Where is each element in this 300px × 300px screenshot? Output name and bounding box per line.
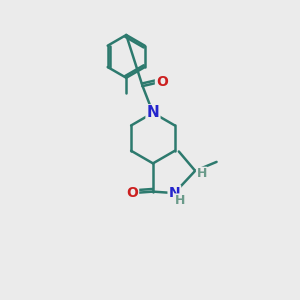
Text: O: O: [156, 75, 168, 88]
Text: H: H: [175, 194, 185, 207]
Text: O: O: [126, 186, 138, 200]
Text: N: N: [147, 105, 159, 120]
Text: H: H: [196, 167, 207, 180]
Text: N: N: [169, 186, 180, 200]
